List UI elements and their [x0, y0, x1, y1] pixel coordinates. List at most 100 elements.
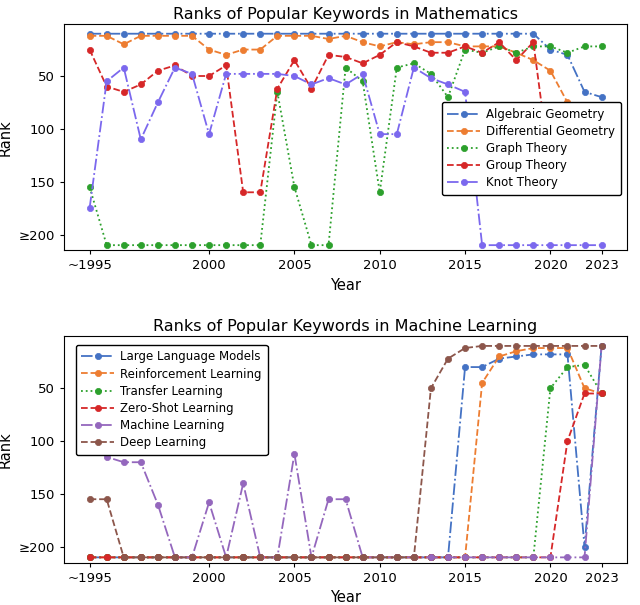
Machine Learning	[547, 554, 554, 561]
Transfer Learning	[495, 554, 503, 561]
Knot Theory	[461, 88, 469, 96]
Deep Learning	[103, 495, 111, 503]
Group Theory	[291, 56, 298, 64]
Large Language Models	[137, 554, 145, 561]
Zero-Shot Learning	[273, 554, 281, 561]
Reinforcement Learning	[273, 554, 281, 561]
Group Theory	[410, 43, 418, 50]
Group Theory	[427, 49, 435, 56]
Group Theory	[86, 46, 93, 53]
Zero-Shot Learning	[137, 554, 145, 561]
Graph Theory	[580, 43, 588, 50]
Group Theory	[205, 73, 213, 80]
Differential Geometry	[359, 39, 367, 46]
Group Theory	[324, 51, 332, 59]
Line: Knot Theory: Knot Theory	[86, 64, 605, 248]
Reinforcement Learning	[154, 554, 162, 561]
Machine Learning	[529, 554, 537, 561]
Line: Reinforcement Learning: Reinforcement Learning	[86, 345, 605, 560]
Large Language Models	[205, 554, 213, 561]
Graph Theory	[495, 43, 503, 50]
Legend: Large Language Models, Reinforcement Learning, Transfer Learning, Zero-Shot Lear: Large Language Models, Reinforcement Lea…	[76, 345, 268, 455]
Deep Learning	[120, 554, 127, 561]
Group Theory	[342, 53, 349, 60]
Zero-Shot Learning	[205, 554, 213, 561]
Large Language Models	[547, 351, 554, 358]
Machine Learning	[86, 427, 93, 434]
Algebraic Geometry	[342, 30, 349, 38]
Large Language Models	[410, 554, 418, 561]
Differential Geometry	[547, 67, 554, 74]
Knot Theory	[291, 73, 298, 80]
Deep Learning	[410, 554, 418, 561]
Deep Learning	[529, 342, 537, 350]
Transfer Learning	[580, 361, 588, 368]
Machine Learning	[137, 459, 145, 466]
Zero-Shot Learning	[171, 554, 179, 561]
Line: Deep Learning: Deep Learning	[86, 343, 605, 560]
Large Language Models	[580, 543, 588, 551]
Graph Theory	[291, 183, 298, 191]
Machine Learning	[120, 459, 127, 466]
Large Language Models	[342, 554, 349, 561]
Large Language Models	[222, 554, 230, 561]
Transfer Learning	[359, 554, 367, 561]
Zero-Shot Learning	[547, 554, 554, 561]
Graph Theory	[598, 43, 605, 50]
Line: Transfer Learning: Transfer Learning	[86, 362, 605, 560]
Large Language Models	[495, 355, 503, 362]
Deep Learning	[376, 554, 383, 561]
Knot Theory	[239, 70, 247, 77]
Large Language Models	[291, 554, 298, 561]
Reinforcement Learning	[376, 554, 383, 561]
Graph Theory	[444, 94, 452, 101]
Zero-Shot Learning	[598, 390, 605, 397]
Knot Theory	[273, 70, 281, 77]
Deep Learning	[598, 342, 605, 350]
Transfer Learning	[154, 554, 162, 561]
Knot Theory	[103, 77, 111, 85]
Graph Theory	[222, 241, 230, 249]
Transfer Learning	[273, 554, 281, 561]
Knot Theory	[342, 81, 349, 88]
Knot Theory	[547, 241, 554, 249]
Transfer Learning	[410, 554, 418, 561]
Algebraic Geometry	[308, 30, 316, 38]
Algebraic Geometry	[257, 30, 264, 38]
Algebraic Geometry	[461, 30, 469, 38]
Machine Learning	[308, 554, 316, 561]
Algebraic Geometry	[291, 30, 298, 38]
Differential Geometry	[222, 51, 230, 59]
Differential Geometry	[137, 32, 145, 39]
Zero-Shot Learning	[444, 554, 452, 561]
Graph Theory	[342, 64, 349, 71]
Group Theory	[103, 83, 111, 90]
Group Theory	[444, 49, 452, 56]
Knot Theory	[598, 241, 605, 249]
Large Language Models	[461, 364, 469, 371]
Graph Theory	[171, 241, 179, 249]
Graph Theory	[120, 241, 127, 249]
Reinforcement Learning	[205, 554, 213, 561]
Knot Theory	[154, 99, 162, 106]
Transfer Learning	[529, 554, 537, 561]
X-axis label: Year: Year	[330, 590, 361, 605]
Algebraic Geometry	[324, 30, 332, 38]
Algebraic Geometry	[580, 88, 588, 96]
Graph Theory	[137, 241, 145, 249]
Graph Theory	[393, 64, 401, 71]
Transfer Learning	[205, 554, 213, 561]
Reinforcement Learning	[222, 554, 230, 561]
Title: Ranks of Popular Keywords in Mathematics: Ranks of Popular Keywords in Mathematics	[173, 7, 518, 22]
Deep Learning	[137, 554, 145, 561]
Machine Learning	[205, 499, 213, 506]
Deep Learning	[205, 554, 213, 561]
Algebraic Geometry	[222, 30, 230, 38]
Title: Ranks of Popular Keywords in Machine Learning: Ranks of Popular Keywords in Machine Lea…	[154, 319, 538, 334]
Transfer Learning	[427, 554, 435, 561]
Line: Machine Learning: Machine Learning	[86, 343, 605, 560]
Transfer Learning	[376, 554, 383, 561]
Large Language Models	[324, 554, 332, 561]
Algebraic Geometry	[120, 30, 127, 38]
Large Language Models	[239, 554, 247, 561]
